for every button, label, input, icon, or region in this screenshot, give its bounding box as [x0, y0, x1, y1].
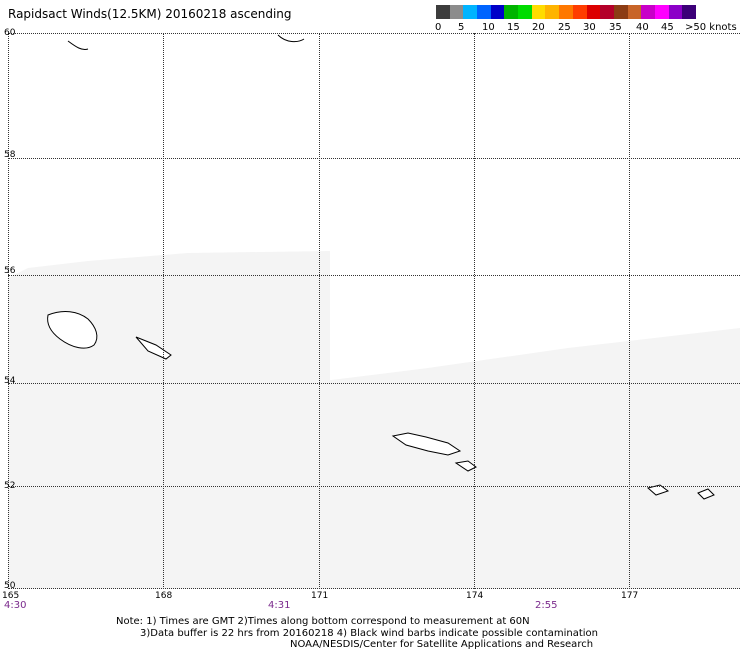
colorbar-label-50-knots: >50 knots — [685, 22, 737, 33]
lon-label-165: 165 — [2, 591, 20, 601]
colorbar-label-40: 40 — [636, 22, 649, 33]
colorbar-label-10: 10 — [482, 22, 495, 33]
note-line-3: NOAA/NESDIS/Center for Satellite Applica… — [290, 639, 594, 650]
time-label-431: 4:31 — [268, 600, 291, 611]
colorbar-segment — [682, 5, 697, 19]
colorbar-segment — [559, 5, 574, 19]
wind-speed-colorbar — [436, 5, 697, 19]
colorbar-label-45: 45 — [661, 22, 674, 33]
colorbar-label-20: 20 — [532, 22, 545, 33]
colorbar-segment — [586, 5, 601, 19]
lon-label-177: 177 — [621, 591, 639, 601]
colorbar-segment — [668, 5, 683, 19]
colorbar-segment — [613, 5, 629, 19]
colorbar-label-25: 25 — [558, 22, 571, 33]
swath-east — [323, 328, 740, 589]
colorbar-label-0: 0 — [435, 22, 442, 33]
wind-barbs-layer — [8, 34, 740, 589]
note-line-2: 3)Data buffer is 22 hrs from 20160218 4)… — [140, 628, 598, 639]
island-coastline — [454, 460, 477, 472]
colorbar-segment — [477, 5, 492, 19]
lat-label-60: 60 — [4, 28, 16, 38]
colorbar-label-5: 5 — [458, 22, 465, 33]
chart-title: Rapidsact Winds(12.5KM) 20160218 ascendi… — [8, 7, 292, 21]
colorbar-segment — [572, 5, 587, 19]
lat-label-50: 50 — [4, 581, 16, 591]
colorbar-segment — [518, 5, 533, 19]
colorbar-segment — [436, 5, 451, 19]
colorbar-segment — [654, 5, 670, 19]
swath-west — [8, 251, 330, 589]
colorbar-label-30: 30 — [583, 22, 596, 33]
time-label-255: 2:55 — [535, 600, 558, 611]
wind-map — [8, 33, 740, 589]
colorbar-segment — [504, 5, 519, 19]
lat-label-52: 52 — [4, 481, 16, 491]
colorbar-segment — [463, 5, 478, 19]
time-label-430: 4:30 — [4, 600, 27, 611]
colorbar-segment — [627, 5, 642, 19]
lat-label-58: 58 — [4, 150, 16, 160]
island-coastline — [47, 311, 98, 349]
colorbar-label-35: 35 — [609, 22, 622, 33]
colorbar-segment — [449, 5, 464, 19]
lat-label-56: 56 — [4, 266, 16, 276]
lon-label-174: 174 — [466, 591, 484, 601]
note-line-1: Note: 1) Times are GMT 2)Times along bot… — [116, 616, 530, 627]
colorbar-segment — [490, 5, 505, 19]
island-coastline — [391, 432, 462, 456]
island-coastline — [277, 34, 305, 43]
island-coastline — [67, 40, 89, 50]
island-coastline — [697, 488, 715, 500]
colorbar-segment — [531, 5, 546, 19]
colorbar-segment — [641, 5, 656, 19]
lon-label-168: 168 — [155, 591, 173, 601]
colorbar-segment — [600, 5, 615, 19]
island-coastline — [135, 336, 172, 360]
lat-label-54: 54 — [4, 376, 16, 386]
colorbar-label-15: 15 — [507, 22, 520, 33]
lon-label-171: 171 — [311, 591, 329, 601]
colorbar-segment — [545, 5, 560, 19]
